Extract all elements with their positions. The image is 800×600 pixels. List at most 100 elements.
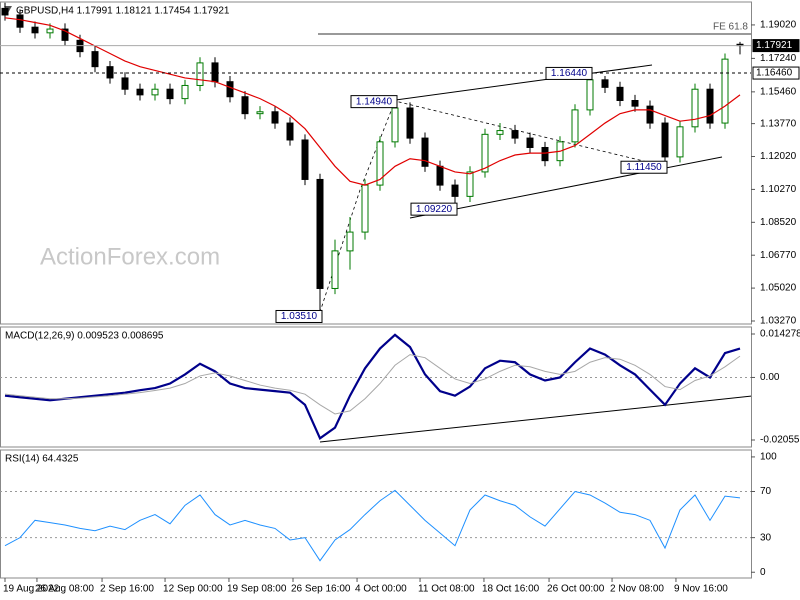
candle-body [271, 111, 279, 124]
candle-body [91, 51, 99, 68]
x-tick-label: 2 Sep 16:00 [100, 584, 154, 595]
candle-body [61, 28, 69, 41]
panel-frame [0, 449, 752, 579]
candle-body [301, 139, 309, 180]
panel-title: GBPUSD,H4 1.17991 1.18121 1.17454 1.1792… [16, 6, 230, 17]
panel-frame [0, 326, 752, 448]
annotation-box [545, 66, 593, 80]
candle-body [361, 184, 369, 233]
y-tick-label: 1.08520 [760, 217, 797, 228]
candle-body [511, 130, 519, 139]
candle-body [46, 28, 54, 34]
candle-body [346, 231, 354, 252]
candle-body [706, 88, 714, 124]
annotation-box [410, 202, 458, 216]
candle-body [406, 107, 414, 139]
y-tick-label: -0.020556 [760, 435, 800, 446]
y-tick-label: 0.00 [760, 372, 780, 383]
level-label: FE 61.8 [713, 22, 748, 33]
candle-body [496, 130, 504, 135]
y-tick-label: 1.10270 [760, 184, 797, 195]
y-tick-label: 1.03270 [760, 316, 797, 327]
candle-body [31, 26, 39, 34]
annotation-box [275, 309, 323, 323]
candle-body [691, 88, 699, 128]
level-box [752, 39, 800, 53]
y-tick-label: 1.15460 [760, 86, 797, 97]
candle-body [1, 7, 9, 16]
candle-body [646, 105, 654, 124]
x-tick-label: 19 Sep 08:00 [227, 584, 287, 595]
y-tick-label: 0 [760, 567, 766, 578]
y-tick-label: 30 [760, 532, 772, 543]
level-label: 1.16460 [756, 68, 793, 79]
annotation-label: 1.16440 [551, 68, 588, 79]
candle-body [211, 62, 219, 83]
candle-body [136, 88, 144, 96]
y-tick-label: 1.12020 [760, 151, 797, 162]
y-tick-label: 1.19020 [760, 20, 797, 31]
x-tick-label: 26 Aug 08:00 [35, 584, 94, 595]
x-tick-label: 18 Oct 16:00 [482, 584, 540, 595]
annotation-box [620, 160, 668, 174]
panel-title: MACD(12,26,9) 0.009523 0.008695 [5, 331, 164, 342]
candle-body [601, 79, 609, 88]
watermark: ActionForex.com [40, 243, 220, 270]
candle-body [616, 86, 624, 101]
series-line [4, 333, 741, 440]
candle-body [526, 137, 534, 148]
moving-average [4, 17, 741, 186]
candle-body [541, 146, 549, 162]
x-tick-label: 2 Nov 08:00 [610, 584, 664, 595]
candle-body [121, 77, 129, 90]
candle-body [466, 171, 474, 197]
trend-line [409, 156, 723, 219]
level-box [752, 66, 800, 80]
candle-body [241, 96, 249, 115]
annotation-label: 1.03510 [281, 311, 318, 322]
y-tick-label: 70 [760, 486, 772, 497]
y-tick-label: 0.014278 [760, 329, 800, 340]
y-tick-label: 1.17240 [760, 53, 797, 64]
annotation-label: 1.14940 [356, 96, 393, 107]
candle-body [391, 107, 399, 143]
candle-body [331, 250, 339, 289]
y-tick-label: 100 [760, 452, 777, 463]
candle-body [196, 62, 204, 86]
candle-body [721, 58, 729, 124]
candle-body [226, 81, 234, 98]
x-tick-label: 26 Oct 00:00 [547, 584, 605, 595]
candle-body [421, 137, 429, 167]
annotation-box [350, 95, 398, 109]
candle-body [436, 165, 444, 186]
x-tick-label: 11 Oct 08:00 [418, 584, 475, 595]
trend-line [351, 64, 653, 107]
panel-frame [0, 1, 752, 325]
series-line [4, 354, 741, 415]
candle-body [181, 84, 189, 100]
candle-body [151, 88, 159, 96]
x-tick-label: 26 Sep 16:00 [291, 584, 351, 595]
x-tick-label: 12 Sep 00:00 [163, 584, 223, 595]
candle-body [16, 14, 24, 28]
candle-body [571, 109, 579, 143]
x-tick-label: 19 Aug 2022 [3, 584, 60, 595]
candle-body [316, 178, 324, 289]
y-tick-label: 1.05020 [760, 283, 797, 294]
candle-body [481, 133, 489, 173]
series-line [4, 489, 741, 562]
y-tick-label: 1.06770 [760, 250, 797, 261]
annotation-label: 1.11450 [626, 162, 662, 173]
y-tick-label: 1.13770 [760, 118, 797, 129]
candle-body [166, 88, 174, 100]
candle-body [661, 122, 669, 158]
candle-body [376, 141, 384, 186]
candle-body [586, 79, 594, 111]
candle-body [256, 111, 264, 115]
x-tick-label: 9 Nov 16:00 [674, 584, 728, 595]
trend-line [319, 395, 753, 443]
panel-title: RSI(14) 64.4325 [5, 454, 79, 465]
